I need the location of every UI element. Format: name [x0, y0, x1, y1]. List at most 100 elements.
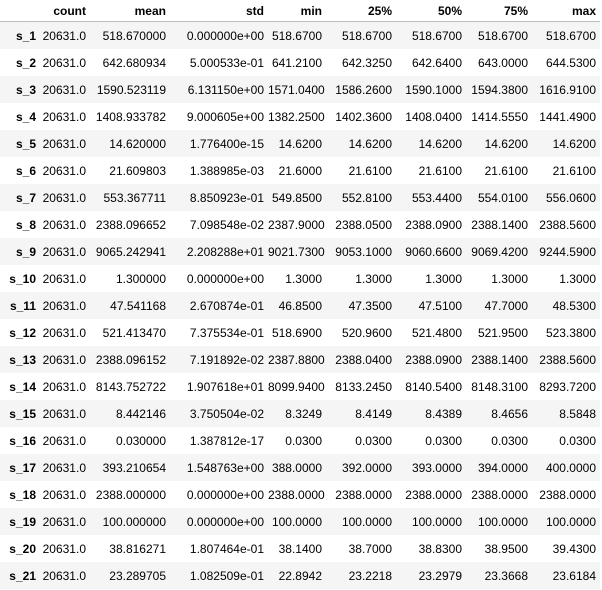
table-cell: 1.907618e+01	[186, 379, 264, 394]
table-cell: 21.6100	[484, 163, 528, 178]
table-cell: 644.5300	[545, 55, 596, 70]
row-label: s_4	[15, 109, 36, 124]
table-cell: 20631.0	[42, 541, 86, 556]
table-cell: 48.5300	[552, 298, 596, 313]
table-cell: 21.6000	[278, 163, 322, 178]
table-cell: 388.0000	[271, 460, 322, 475]
table-cell: 5.000533e-01	[189, 55, 264, 70]
table-cell: 23.289705	[109, 568, 166, 583]
table-cell: 2.670874e-01	[189, 298, 264, 313]
table-row: s_8 20631.0 2388.096652 7.098548e-02 2387.90…	[0, 211, 600, 238]
table-cell: 1594.3800	[471, 82, 528, 97]
table-cell: 2.208288e+01	[186, 244, 264, 259]
table-cell: 20631.0	[42, 244, 86, 259]
table-cell: 20631.0	[42, 568, 86, 583]
row-label: s_19	[9, 514, 36, 529]
table-cell: 8293.7200	[539, 379, 596, 394]
table-cell: 2388.0900	[405, 352, 462, 367]
row-label: s_7	[15, 190, 36, 205]
table-cell: 0.030000	[115, 433, 166, 448]
table-cell: 38.9500	[484, 541, 528, 556]
table-cell: 8099.9400	[268, 379, 325, 394]
table-row: s_6 20631.0 21.609803 1.388985e-03 21.6000 21…	[0, 157, 600, 184]
table-cell: 1.3000	[559, 271, 596, 286]
table-cell: 518.6700	[411, 28, 462, 43]
column-header: 25%	[326, 0, 396, 22]
table-cell: 8143.752722	[95, 379, 166, 394]
row-label: s_3	[15, 82, 36, 97]
table-cell: 20631.0	[42, 28, 86, 43]
table-cell: 554.0100	[477, 190, 528, 205]
table-row: s_13 20631.0 2388.096152 7.191892e-02 2387.8…	[0, 346, 600, 373]
table-cell: 0.000000e+00	[186, 28, 264, 43]
table-cell: 0.0300	[491, 433, 528, 448]
table-cell: 2388.1400	[471, 352, 528, 367]
row-label: s_13	[9, 352, 36, 367]
table-row: s_17 20631.0 393.210654 1.548763e+00 388.000…	[0, 454, 600, 481]
column-header: max	[532, 0, 600, 22]
table-cell: 392.0000	[341, 460, 392, 475]
row-label: s_18	[9, 487, 36, 502]
table-cell: 642.6400	[411, 55, 462, 70]
table-cell: 100.0000	[545, 514, 596, 529]
table-cell: 2387.8800	[268, 352, 325, 367]
table-cell: 1.776400e-15	[189, 136, 264, 151]
table-cell: 9065.242941	[95, 244, 166, 259]
table-cell: 20631.0	[42, 271, 86, 286]
table-cell: 100.000000	[102, 514, 166, 529]
row-label: s_5	[15, 136, 36, 151]
table-cell: 21.6100	[348, 163, 392, 178]
table-cell: 7.375534e-01	[189, 325, 264, 340]
table-row: s_1 20631.0 518.670000 0.000000e+00 518.6700…	[0, 21, 600, 49]
table-header: count mean std min 25% 50% 75% max	[0, 0, 600, 22]
table-row: s_12 20631.0 521.413470 7.375534e-01 518.690…	[0, 319, 600, 346]
table-cell: 2388.000000	[95, 487, 166, 502]
table-cell: 100.0000	[477, 514, 528, 529]
table-cell: 2388.0000	[268, 487, 325, 502]
table-cell: 521.413470	[102, 325, 166, 340]
table-cell: 14.620000	[109, 136, 166, 151]
table-cell: 20631.0	[42, 325, 86, 340]
table-cell: 1382.2500	[268, 109, 325, 124]
column-header: 50%	[396, 0, 466, 22]
table-row: s_14 20631.0 8143.752722 1.907618e+01 8099.9…	[0, 373, 600, 400]
table-cell: 20631.0	[42, 406, 86, 421]
table-cell: 8.850923e-01	[189, 190, 264, 205]
index-header	[0, 0, 40, 22]
table-cell: 549.8500	[271, 190, 322, 205]
row-label: s_20	[9, 541, 36, 556]
table-cell: 9060.6600	[405, 244, 462, 259]
table-cell: 1.807464e-01	[189, 541, 264, 556]
table-cell: 8140.5400	[405, 379, 462, 394]
row-label: s_1	[15, 28, 36, 43]
table-cell: 9053.1000	[335, 244, 392, 259]
table-cell: 2388.0000	[539, 487, 596, 502]
table-cell: 2388.0900	[405, 217, 462, 232]
table-cell: 47.7000	[484, 298, 528, 313]
table-cell: 9069.4200	[471, 244, 528, 259]
table-row: s_2 20631.0 642.680934 5.000533e-01 641.2100…	[0, 49, 600, 76]
table-cell: 8148.3100	[471, 379, 528, 394]
table-row: s_5 20631.0 14.620000 1.776400e-15 14.6200 14…	[0, 130, 600, 157]
table-cell: 2388.0500	[335, 217, 392, 232]
row-label: s_15	[9, 406, 36, 421]
table-cell: 2387.9000	[268, 217, 325, 232]
table-cell: 518.6900	[271, 325, 322, 340]
table-cell: 0.000000e+00	[186, 514, 264, 529]
table-cell: 47.3500	[348, 298, 392, 313]
table-cell: 0.000000e+00	[186, 487, 264, 502]
table-cell: 20631.0	[42, 163, 86, 178]
table-cell: 1.3000	[491, 271, 528, 286]
table-cell: 1571.0400	[268, 82, 325, 97]
table-row: s_9 20631.0 9065.242941 2.208288e+01 9021.73…	[0, 238, 600, 265]
table-row: s_4 20631.0 1408.933782 9.000605e+00 1382.25…	[0, 103, 600, 130]
table-cell: 1586.2600	[335, 82, 392, 97]
table-cell: 518.6700	[545, 28, 596, 43]
table-row: s_10 20631.0 1.300000 0.000000e+00 1.3000 1.3…	[0, 265, 600, 292]
table-cell: 2388.096652	[95, 217, 166, 232]
table-cell: 8.5848	[559, 406, 596, 421]
table-row: s_19 20631.0 100.000000 0.000000e+00 100.000…	[0, 508, 600, 535]
table-cell: 1.548763e+00	[186, 460, 264, 475]
table-cell: 642.680934	[102, 55, 166, 70]
